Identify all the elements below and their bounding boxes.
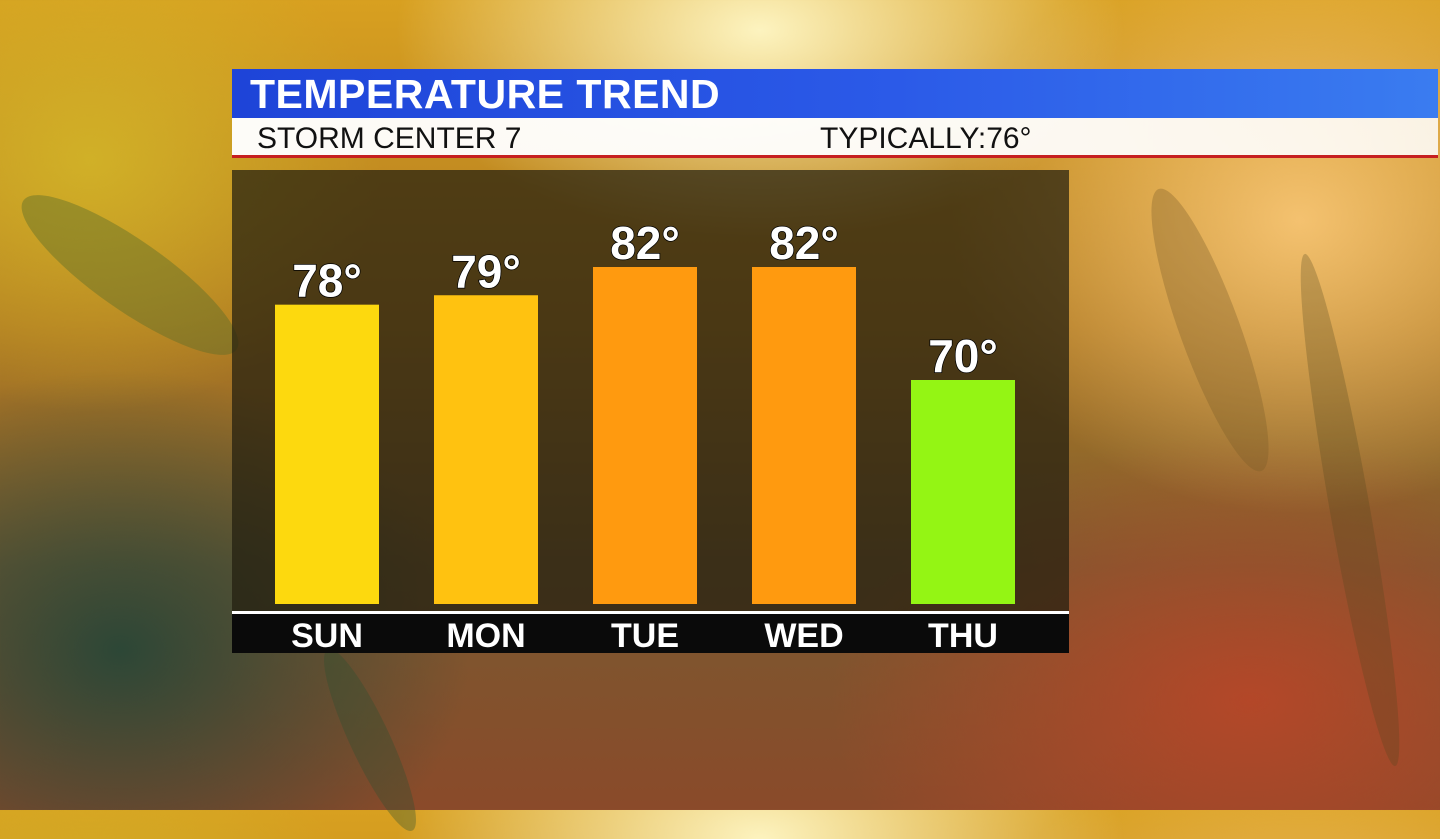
day-label-mon: MON [446,617,525,653]
bar-wed [752,267,856,604]
value-label-mon: 79° [451,245,521,297]
bar-mon [434,295,538,604]
subtitle-bar: STORM CENTER 7 TYPICALLY:76° [232,118,1438,158]
bar-tue [593,267,697,604]
bar-thu [911,380,1015,604]
bar-sun [275,304,379,604]
temperature-bar-chart: 78° SUN 79° MON 82° TUE 82° WED 70° THU [232,216,1069,653]
day-label-thu: THU [928,617,998,653]
x-axis-line [232,611,1069,614]
value-label-thu: 70° [928,330,998,382]
background-grain-stalk [3,171,257,379]
value-label-sun: 78° [292,255,362,307]
typical-value: 76° [986,122,1032,155]
day-label-wed: WED [764,617,843,653]
typical-label: TYPICALLY: [820,122,987,155]
value-label-tue: 82° [610,217,680,269]
background-grain-stalk [1130,178,1290,482]
graphic-title: TEMPERATURE TREND [250,71,721,117]
chart-panel: 78° SUN 79° MON 82° TUE 82° WED 70° THU [232,170,1069,653]
x-axis-band [232,614,1069,653]
typical-temperature: TYPICALLY:76° [820,122,1032,156]
background-grain-stalk [1285,250,1415,770]
day-label-sun: SUN [291,617,363,653]
background-grain-stalk [309,640,431,839]
station-name: STORM CENTER 7 [257,122,522,155]
title-bar: TEMPERATURE TREND [232,69,1438,118]
value-label-wed: 82° [769,217,839,269]
day-label-tue: TUE [611,617,679,653]
